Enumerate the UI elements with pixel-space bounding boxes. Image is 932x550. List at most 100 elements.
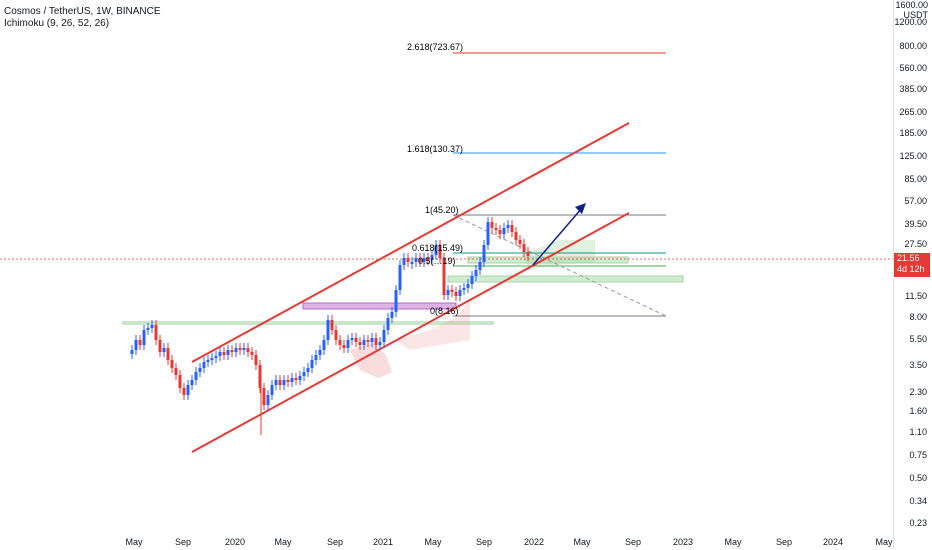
- candle: [454, 292, 458, 296]
- candle: [342, 345, 346, 348]
- candle: [422, 258, 426, 262]
- candle: [466, 284, 470, 288]
- time-tick: May: [424, 537, 442, 547]
- candle: [218, 352, 222, 356]
- candle: [286, 380, 290, 382]
- price-tick: 1200.00: [894, 17, 927, 27]
- channel-upper: [191, 122, 630, 363]
- candle: [374, 338, 378, 345]
- resistance-zone-purple: [302, 302, 457, 310]
- support-zone-low: [122, 321, 494, 325]
- candle: [170, 360, 174, 368]
- candle: [210, 358, 214, 360]
- price-tick: 5.50: [909, 334, 927, 344]
- candle: [330, 320, 334, 330]
- price-tick: 57.00: [904, 196, 927, 206]
- candle: [522, 244, 526, 252]
- candle: [158, 340, 162, 352]
- candle: [434, 245, 438, 255]
- candle: [258, 365, 262, 388]
- candle: [490, 222, 494, 228]
- candle: [130, 350, 134, 354]
- candle: [266, 395, 270, 405]
- candle: [222, 352, 226, 355]
- candle: [134, 340, 138, 350]
- candle: [414, 258, 418, 262]
- fib-0618-label: 0.618(15.49): [412, 243, 464, 253]
- time-tick: Sep: [326, 537, 344, 547]
- candle: [338, 340, 342, 345]
- candle: [202, 362, 206, 368]
- candle: [426, 258, 430, 260]
- candle: [214, 356, 218, 358]
- candle: [226, 350, 230, 355]
- time-tick: 2023: [672, 537, 694, 547]
- candle: [162, 348, 166, 352]
- candle: [390, 312, 394, 318]
- candle: [242, 348, 246, 350]
- time-tick: May: [875, 537, 893, 547]
- time-tick: May: [724, 537, 742, 547]
- candle: [526, 252, 530, 256]
- candle: [458, 290, 462, 296]
- candle: [270, 385, 274, 395]
- price-tick: 125.00: [899, 151, 927, 161]
- candle: [198, 368, 202, 372]
- candle: [282, 380, 286, 385]
- price-axis-currency: USDT: [903, 10, 929, 20]
- candle: [274, 380, 278, 385]
- candle: [138, 340, 142, 345]
- price-tick: 8.00: [909, 312, 927, 322]
- time-tick: Sep: [775, 537, 793, 547]
- candle: [298, 376, 302, 380]
- candle: [334, 330, 338, 340]
- channel-lower: [191, 212, 630, 453]
- candle: [194, 372, 198, 380]
- candle: [230, 350, 234, 352]
- candle: [430, 255, 434, 260]
- price-axis-unit: 1600.00 USDT: [895, 0, 928, 20]
- price-tick: 3.50: [909, 360, 927, 370]
- candle: [370, 338, 374, 342]
- projection-arrow-head: [575, 203, 586, 214]
- price-tick: 560.00: [899, 63, 927, 73]
- candle: [166, 348, 170, 360]
- candle: [462, 288, 466, 290]
- time-tick: Sep: [624, 537, 642, 547]
- price-tick: 85.00: [904, 174, 927, 184]
- candle: [358, 342, 362, 345]
- candle: [498, 230, 502, 234]
- fib-1-label: 1(45.20): [425, 205, 459, 215]
- candle: [346, 340, 350, 348]
- candle: [350, 338, 354, 340]
- projection-arrow-line: [532, 207, 583, 266]
- candle: [306, 368, 310, 372]
- indicator-label[interactable]: Ichimoku (9, 26, 52, 26): [4, 18, 110, 29]
- candle: [250, 352, 254, 355]
- candle: [146, 328, 150, 330]
- ichimoku-cloud-bear-2: [395, 300, 470, 350]
- candle: [518, 240, 522, 244]
- symbol-title[interactable]: Cosmos / TetherUS, 1W, BINANCE: [4, 6, 161, 17]
- candle: [318, 350, 322, 355]
- time-tick: May: [573, 537, 591, 547]
- candle: [514, 232, 518, 240]
- candle: [206, 360, 210, 362]
- candle: [178, 375, 182, 388]
- ichimoku-cloud-bear: [350, 343, 392, 378]
- price-axis[interactable]: 1600.00 USDT: [893, 0, 932, 550]
- candle: [510, 225, 514, 232]
- price-tick: 1.10: [909, 427, 927, 437]
- current-price-badge: 21.56 4d 12h: [894, 253, 930, 277]
- candle: [442, 258, 446, 295]
- candle: [382, 330, 386, 342]
- time-tick: 2024: [822, 537, 844, 547]
- candle: [182, 388, 186, 395]
- candle: [190, 380, 194, 385]
- candle: [438, 245, 442, 258]
- candle: [322, 340, 326, 350]
- bar-countdown: 4d 12h: [897, 264, 925, 274]
- candle: [174, 368, 178, 375]
- price-tick: 265.00: [899, 107, 927, 117]
